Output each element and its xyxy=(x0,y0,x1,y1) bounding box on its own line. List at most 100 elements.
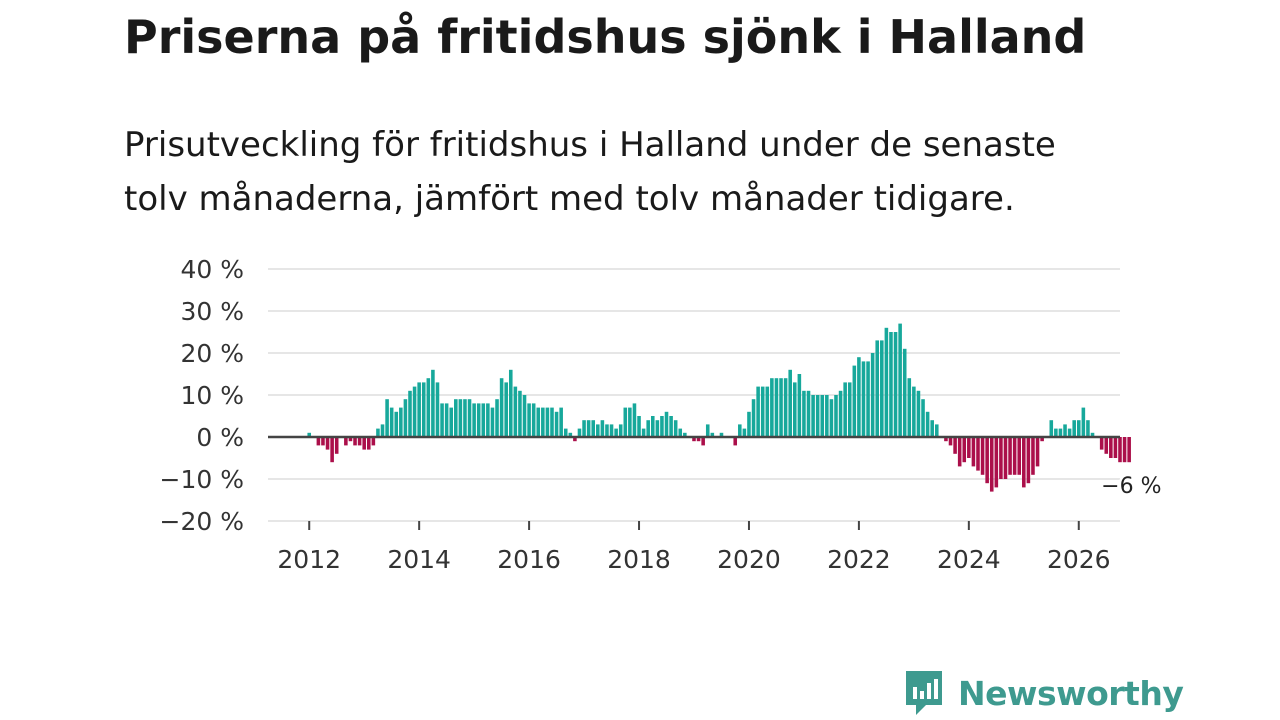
bar xyxy=(985,437,989,484)
bar xyxy=(1026,437,1031,484)
bar xyxy=(912,386,916,437)
bar xyxy=(408,390,412,437)
bar xyxy=(504,382,508,437)
x-tick-label: 2012 xyxy=(277,545,341,574)
bar xyxy=(705,424,710,437)
x-tick-label: 2016 xyxy=(497,545,561,574)
bar xyxy=(792,382,797,437)
bar xyxy=(870,353,875,437)
bar xyxy=(371,437,376,446)
y-tick-label: −20 % xyxy=(160,507,244,536)
x-tick-label: 2018 xyxy=(607,545,671,574)
x-tick-label: 2020 xyxy=(717,545,781,574)
bar xyxy=(1086,420,1090,437)
bar xyxy=(380,424,385,437)
bar xyxy=(600,420,605,437)
last-value-annotation: −6 % xyxy=(1101,474,1161,499)
bar xyxy=(884,327,889,437)
y-tick-label: 40 % xyxy=(180,255,244,284)
bar xyxy=(948,437,953,446)
bar xyxy=(747,411,751,437)
bar xyxy=(765,386,770,437)
y-tick-label: 30 % xyxy=(180,297,244,326)
bar xyxy=(330,437,334,463)
bar xyxy=(1081,407,1086,437)
bar xyxy=(678,428,683,437)
bar xyxy=(893,332,898,437)
bar xyxy=(596,424,600,437)
bar xyxy=(976,437,980,471)
bar xyxy=(957,437,962,467)
bar xyxy=(1122,437,1127,463)
bar xyxy=(573,437,577,442)
bar xyxy=(811,395,815,437)
bar xyxy=(843,382,847,437)
bar xyxy=(563,428,568,437)
bar xyxy=(554,411,559,437)
bar xyxy=(605,424,609,437)
bar xyxy=(660,416,664,437)
bar xyxy=(421,382,426,437)
bar xyxy=(440,403,444,437)
y-axis-labels: 40 % 30 % 20 % 10 % 0 % −10 % −20 % xyxy=(160,255,244,536)
y-tick-label: 20 % xyxy=(180,339,244,368)
bar xyxy=(806,390,811,437)
bar xyxy=(348,437,353,442)
bar xyxy=(838,390,843,437)
bar xyxy=(847,382,852,437)
bar xyxy=(834,395,838,437)
bar xyxy=(907,378,912,437)
bar xyxy=(825,395,829,437)
bar xyxy=(692,437,696,442)
bar xyxy=(880,340,884,437)
bar xyxy=(898,323,902,437)
brand-logo: Newsworthy xyxy=(904,668,1184,718)
bar-series xyxy=(307,323,1131,492)
bar xyxy=(889,332,893,437)
bar xyxy=(1063,424,1067,437)
bar xyxy=(701,437,705,446)
bar xyxy=(568,432,573,437)
bar xyxy=(522,395,527,437)
bar xyxy=(1049,420,1054,437)
bar xyxy=(591,420,596,437)
bar xyxy=(916,390,921,437)
bar xyxy=(481,403,486,437)
bar xyxy=(1012,437,1017,475)
bar xyxy=(385,399,389,437)
bar xyxy=(673,420,678,437)
bar xyxy=(637,416,641,437)
bar xyxy=(664,411,669,437)
bar xyxy=(925,411,930,437)
bar xyxy=(650,416,655,437)
bar xyxy=(1022,437,1026,488)
bar xyxy=(316,437,321,446)
bar xyxy=(1127,437,1131,463)
x-axis: 2012 2014 2016 2018 2020 2022 2024 2026 xyxy=(277,521,1111,574)
bar xyxy=(742,428,747,437)
bar xyxy=(971,437,976,467)
bar xyxy=(1058,428,1063,437)
bar xyxy=(733,437,738,446)
bar xyxy=(930,420,934,437)
bar xyxy=(641,428,646,437)
bar xyxy=(751,399,756,437)
bar xyxy=(1031,437,1035,475)
bar xyxy=(944,437,948,442)
x-tick-label: 2024 xyxy=(937,545,1001,574)
y-tick-label: 0 % xyxy=(196,423,244,452)
bar xyxy=(399,407,403,437)
bar xyxy=(417,382,421,437)
bar xyxy=(646,420,650,437)
bar xyxy=(788,369,792,437)
bar xyxy=(376,428,380,437)
bar xyxy=(760,386,765,437)
bar xyxy=(1076,420,1081,437)
bar xyxy=(449,407,454,437)
bar xyxy=(875,340,880,437)
bar xyxy=(797,374,802,437)
grid-lines xyxy=(268,268,1120,522)
bar xyxy=(586,420,591,437)
bar xyxy=(683,432,687,437)
bar xyxy=(412,386,417,437)
